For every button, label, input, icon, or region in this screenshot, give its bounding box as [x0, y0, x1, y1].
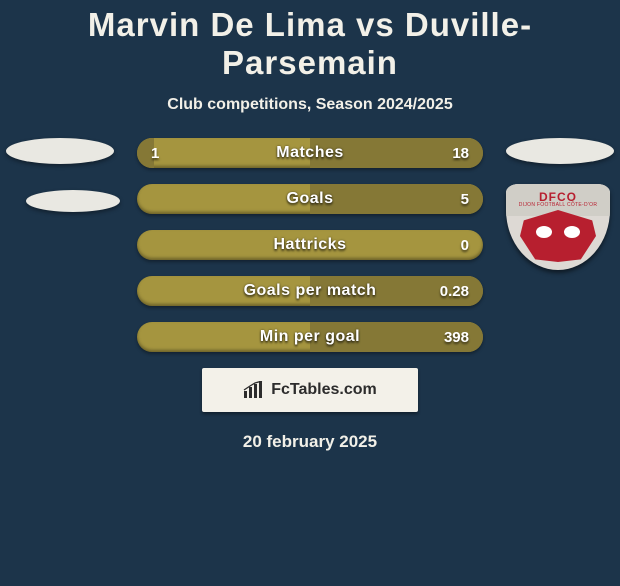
bar-chart-icon — [243, 381, 265, 399]
stat-bar: Min per goal398 — [137, 322, 483, 352]
bar-label: Min per goal — [137, 322, 483, 352]
stat-bars: Matches1 18 Goals5 Hattricks0 Goals per matc… — [137, 138, 483, 352]
player-left-badge — [6, 138, 120, 212]
bar-value-left: 1 — [151, 138, 159, 168]
branding-box[interactable]: FcTables.com — [202, 368, 418, 412]
bar-value-right: 398 — [444, 322, 469, 352]
bar-value-right: 18 — [452, 138, 469, 168]
owl-icon — [520, 210, 596, 262]
page-subtitle: Club competitions, Season 2024/2025 — [0, 96, 620, 114]
bar-value-right: 0.28 — [440, 276, 469, 306]
bar-value-right: 0 — [461, 230, 469, 260]
club-crest-dijon: DFCO DIJON FOOTBALL CÔTE-D'OR — [506, 184, 610, 270]
player-right-badge: DFCO DIJON FOOTBALL CÔTE-D'OR — [506, 138, 614, 270]
page-title: Marvin De Lima vs Duville-Parsemain — [0, 6, 620, 82]
stat-bar: Matches1 18 — [137, 138, 483, 168]
branding-text: FcTables.com — [271, 381, 377, 399]
bar-label: Matches — [137, 138, 483, 168]
placeholder-ellipse — [6, 138, 114, 164]
stat-bar: Goals per match0.28 — [137, 276, 483, 306]
placeholder-ellipse — [26, 190, 120, 212]
bar-label: Goals — [137, 184, 483, 214]
placeholder-ellipse — [506, 138, 614, 164]
crest-arc-text: DIJON FOOTBALL CÔTE-D'OR — [506, 202, 610, 208]
bar-label: Hattricks — [137, 230, 483, 260]
stat-bar: Goals5 — [137, 184, 483, 214]
bar-value-right: 5 — [461, 184, 469, 214]
bar-label: Goals per match — [137, 276, 483, 306]
comparison-arena: DFCO DIJON FOOTBALL CÔTE-D'OR Matches1 18… — [0, 138, 620, 452]
footer-date: 20 february 2025 — [0, 432, 620, 452]
stat-bar: Hattricks0 — [137, 230, 483, 260]
